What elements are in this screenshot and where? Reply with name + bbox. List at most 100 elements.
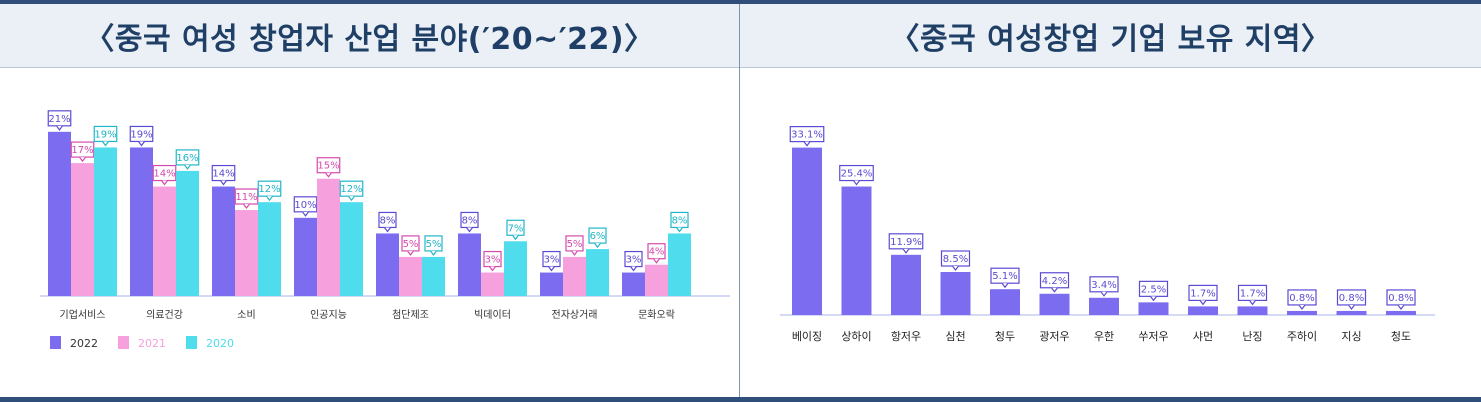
value-label-region-0: 33.1% <box>791 130 823 141</box>
legend-swatch-2021 <box>118 336 129 349</box>
bar-region-5 <box>1039 293 1070 315</box>
value-label-2022-7-pointer <box>630 266 637 272</box>
value-label-2022-6-pointer <box>548 266 555 272</box>
value-label-region-11-pointer <box>1348 304 1355 310</box>
value-label-region-6: 3.4% <box>1091 280 1116 291</box>
value-label-2022-4: 8% <box>380 215 396 226</box>
value-label-2022-1-pointer <box>138 141 145 147</box>
value-label-region-10-pointer <box>1298 304 1306 310</box>
value-label-region-4: 5.1% <box>992 271 1017 282</box>
bar-region-12 <box>1386 310 1416 315</box>
value-label-region-0-box <box>789 126 825 143</box>
region-label-0: 베이징 <box>792 330 822 343</box>
bar-2022-0 <box>48 131 71 296</box>
region-label-8: 샤먼 <box>1193 330 1213 343</box>
value-label-region-5-pointer <box>1051 287 1058 293</box>
value-label-2021-7-pointer <box>653 258 660 264</box>
value-label-2022-1: 19% <box>130 129 152 140</box>
bar-region-1 <box>841 186 872 315</box>
right-chart-title: 〈중국 여성창업 기업 보유 지역〉 <box>740 4 1481 68</box>
value-label-2020-6-pointer <box>594 242 601 249</box>
value-label-2022-5: 8% <box>462 215 478 226</box>
legend-swatch-2020 <box>186 336 197 349</box>
bar-region-11 <box>1336 310 1367 315</box>
value-label-region-3-pointer <box>952 265 959 272</box>
value-label-2020-2-pointer <box>266 195 273 202</box>
category-label-6: 전자상거래 <box>552 309 598 321</box>
left-chart-title: 〈중국 여성 창업자 산업 분야(′20~′22)〉 <box>0 4 739 68</box>
value-label-2020-5-pointer <box>512 234 519 241</box>
value-label-region-8: 1.7% <box>1190 288 1215 299</box>
category-label-0: 기업서비스 <box>60 308 106 321</box>
top-border <box>0 0 1481 4</box>
bar-region-0 <box>792 147 822 315</box>
value-label-region-12-pointer <box>1397 304 1405 310</box>
value-label-2020-1: 16% <box>176 153 198 164</box>
value-label-2020-4-pointer <box>430 250 437 256</box>
value-label-region-9: 1.7% <box>1240 288 1265 299</box>
legend-label-2021: 2021 <box>138 337 166 350</box>
bar-2020-2 <box>258 202 281 296</box>
value-label-2021-7: 4% <box>649 247 665 258</box>
value-label-2021-5: 3% <box>485 255 501 266</box>
bar-2022-4 <box>376 233 399 296</box>
bar-region-2 <box>891 254 921 315</box>
value-label-2020-3-pointer <box>348 195 355 202</box>
value-label-region-5: 4.2% <box>1042 276 1067 287</box>
region-label-12: 청도 <box>1391 330 1411 343</box>
value-label-region-1: 25.4% <box>841 169 873 180</box>
value-label-region-10: 0.8% <box>1289 293 1314 304</box>
bar-2021-1 <box>153 186 176 296</box>
bar-2022-5 <box>458 233 481 296</box>
category-label-1: 의료건강 <box>146 309 183 321</box>
value-label-2020-0-pointer <box>102 141 109 147</box>
bar-2021-2 <box>235 210 258 296</box>
value-label-2020-0: 19% <box>94 129 116 140</box>
category-label-3: 인공지능 <box>310 309 347 321</box>
value-label-region-6-pointer <box>1100 291 1108 297</box>
panel-divider <box>739 4 740 397</box>
value-label-region-2: 11.9% <box>890 237 922 248</box>
value-label-2022-3: 10% <box>294 200 316 211</box>
region-label-9: 난징 <box>1242 330 1262 343</box>
value-label-2022-2-pointer <box>220 180 227 186</box>
value-label-2020-7: 8% <box>672 215 688 226</box>
legend-label-2020: 2020 <box>206 337 234 350</box>
category-label-4: 첨단제조 <box>392 309 429 321</box>
value-label-2021-3-pointer <box>325 172 332 178</box>
value-label-2022-6: 3% <box>544 255 560 266</box>
region-label-1: 상하이 <box>841 329 871 343</box>
bar-2022-7 <box>622 272 645 296</box>
value-label-region-0-pointer <box>803 141 811 147</box>
value-label-2021-0-pointer <box>79 156 86 163</box>
value-label-2021-4-pointer <box>407 250 414 256</box>
value-label-region-1-pointer <box>853 180 860 186</box>
value-label-2022-5-pointer <box>466 227 473 233</box>
value-label-2022-3-pointer <box>302 211 309 217</box>
value-label-2020-5: 7% <box>508 223 524 234</box>
value-label-region-4-box <box>990 267 1020 284</box>
bar-region-8 <box>1188 306 1218 315</box>
bar-region-3 <box>940 272 971 315</box>
bar-2020-4 <box>422 256 445 296</box>
value-label-2020-4: 5% <box>426 239 442 250</box>
bar-2021-0 <box>71 163 94 296</box>
value-label-2022-0-pointer <box>56 125 63 131</box>
bar-2021-6 <box>563 256 586 296</box>
bar-2022-2 <box>212 186 235 296</box>
category-label-7: 문화오락 <box>638 309 675 321</box>
bar-region-7 <box>1138 302 1169 315</box>
value-label-region-11: 0.8% <box>1339 293 1364 304</box>
value-label-2021-1: 14% <box>153 169 175 180</box>
value-label-2021-5-pointer <box>489 266 496 272</box>
bar-2021-4 <box>399 256 422 296</box>
value-label-region-12: 0.8% <box>1388 293 1413 304</box>
value-label-2022-0: 21% <box>48 114 70 125</box>
region-label-4: 청두 <box>995 330 1015 343</box>
value-label-2020-2: 12% <box>258 184 280 195</box>
value-label-2020-3: 12% <box>340 184 362 195</box>
value-label-2021-2-pointer <box>243 203 250 209</box>
bottom-border <box>0 397 1481 402</box>
bar-region-10 <box>1287 310 1317 315</box>
